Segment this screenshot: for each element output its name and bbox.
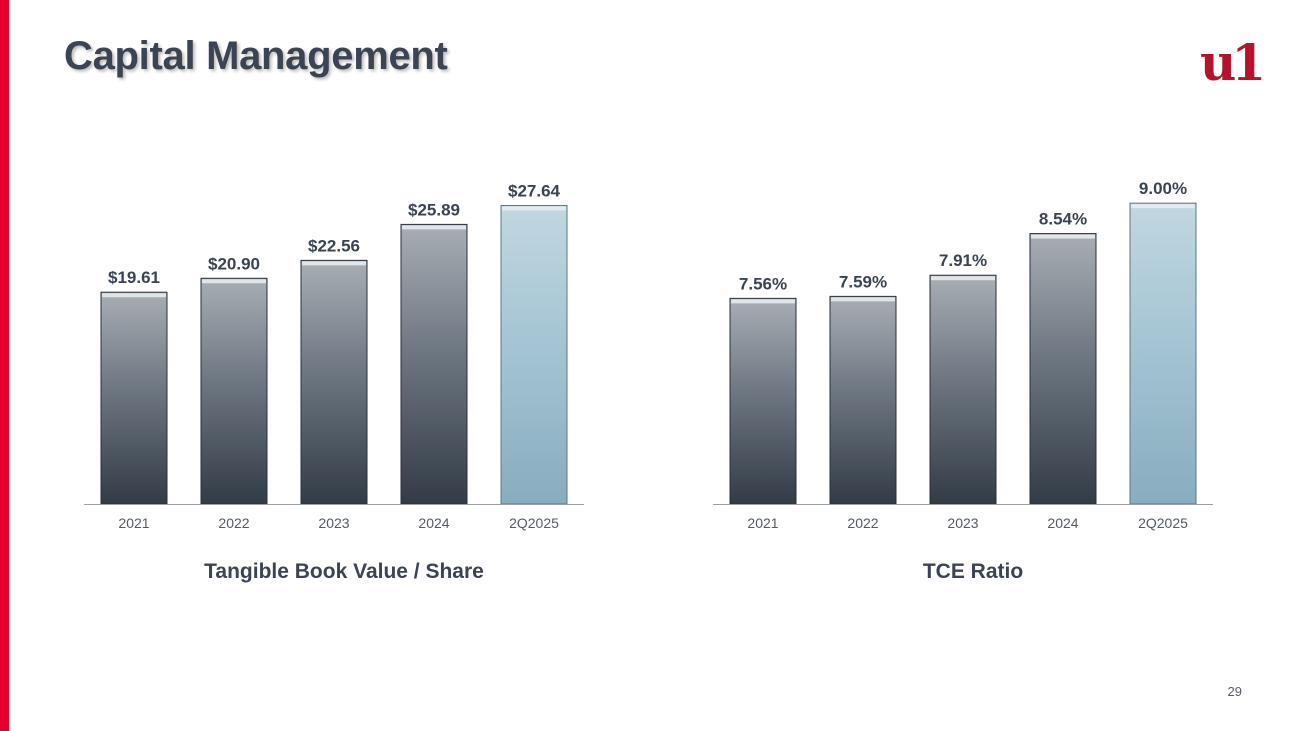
bar-highlight-2q2025 xyxy=(502,206,566,211)
tbv-chart-svg: $19.61 2021 $20.90 2022 $22.56 2023 $25.89 2024… xyxy=(84,181,584,531)
tce-ratio-chart: 7.56% 2021 7.59% 2022 7.91% 2023 8.54% 2024 9.00… xyxy=(713,150,1233,600)
data-label-2021: 7.56% xyxy=(739,274,787,293)
bar-highlight-2023 xyxy=(931,276,995,281)
x-tick-label-2q2025: 2Q2025 xyxy=(509,515,559,531)
data-label-2024: 8.54% xyxy=(1039,210,1087,229)
x-tick-label-2023: 2023 xyxy=(947,515,978,531)
data-label-2023: 7.91% xyxy=(939,251,987,270)
tbv-chart-title: Tangible Book Value / Share xyxy=(204,560,484,583)
company-logo: u1 xyxy=(1200,36,1264,84)
data-label-2024: $25.89 xyxy=(408,200,460,219)
x-tick-label-2024: 2024 xyxy=(1047,515,1078,531)
x-tick-label-2022: 2022 xyxy=(218,515,249,531)
bar-highlight-2021 xyxy=(731,299,795,304)
bar-2q2025 xyxy=(1129,202,1197,505)
x-tick-label-2q2025: 2Q2025 xyxy=(1138,515,1188,531)
x-tick-label-2023: 2023 xyxy=(318,515,349,531)
data-label-2021: $19.61 xyxy=(108,268,160,287)
bar-2024 xyxy=(400,223,468,505)
x-tick-label-2022: 2022 xyxy=(847,515,878,531)
data-label-2q2025: $27.64 xyxy=(508,181,561,200)
bar-highlight-2024 xyxy=(1031,234,1095,239)
x-tick-label-2021: 2021 xyxy=(118,515,149,531)
bar-2022 xyxy=(829,295,897,505)
bar-2021 xyxy=(729,297,797,505)
accent-bar xyxy=(0,0,9,731)
data-label-2022: 7.59% xyxy=(839,272,887,291)
data-label-2q2025: 9.00% xyxy=(1139,179,1187,198)
x-tick-label-2021: 2021 xyxy=(747,515,778,531)
bar-2021 xyxy=(100,291,168,505)
bar-highlight-2024 xyxy=(402,225,466,230)
bar-highlight-2q2025 xyxy=(1131,204,1195,209)
bar-highlight-2022 xyxy=(831,297,895,302)
bar-2024 xyxy=(1029,233,1097,505)
bar-highlight-2023 xyxy=(302,261,366,266)
tce-chart-svg: 7.56% 2021 7.59% 2022 7.91% 2023 8.54% 2024 9.00… xyxy=(713,179,1213,531)
bar-highlight-2021 xyxy=(102,293,166,298)
tce-chart-title: TCE Ratio xyxy=(922,560,1024,583)
bar-2022 xyxy=(200,277,268,505)
bar-2q2025 xyxy=(500,204,568,505)
page-title: Capital Management xyxy=(64,34,448,78)
bar-2023 xyxy=(300,259,368,505)
tangible-book-value-chart: $19.61 2021 $20.90 2022 $22.56 2023 $25.89 2024… xyxy=(84,150,604,600)
data-label-2022: $20.90 xyxy=(208,254,260,273)
logo-text: u1 xyxy=(1200,36,1261,84)
x-tick-label-2024: 2024 xyxy=(418,515,449,531)
page-number: 29 xyxy=(1227,684,1242,699)
data-label-2023: $22.56 xyxy=(308,236,360,255)
bar-2023 xyxy=(929,274,997,505)
bar-highlight-2022 xyxy=(202,279,266,284)
